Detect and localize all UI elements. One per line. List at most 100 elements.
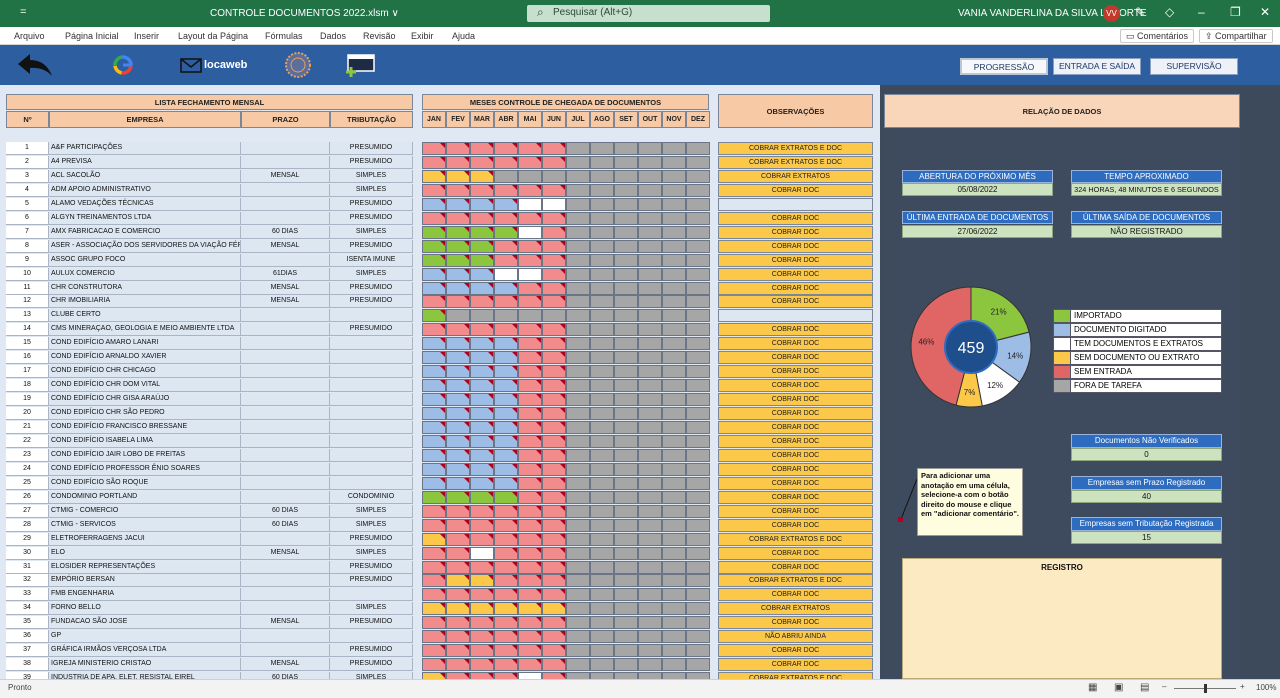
month-status-cell[interactable] bbox=[686, 672, 710, 679]
month-status-cell[interactable] bbox=[566, 546, 590, 560]
month-status-cell[interactable] bbox=[542, 476, 566, 490]
month-status-cell[interactable] bbox=[590, 323, 614, 337]
company-tributacao[interactable]: PRESUMIDO bbox=[330, 155, 413, 169]
quick-access-toolbar[interactable]: = bbox=[20, 6, 27, 18]
month-status-cell[interactable] bbox=[614, 183, 638, 197]
month-status-cell[interactable] bbox=[494, 434, 518, 448]
month-status-cell[interactable] bbox=[422, 211, 446, 225]
month-status-cell[interactable] bbox=[638, 407, 662, 421]
company-prazo[interactable] bbox=[241, 197, 330, 211]
month-status-cell[interactable] bbox=[518, 616, 542, 630]
company-name[interactable]: CONDOMINIO PORTLAND bbox=[49, 490, 241, 504]
month-status-cell[interactable] bbox=[686, 351, 710, 365]
diamond-icon[interactable]: ◇ bbox=[1165, 5, 1175, 19]
month-status-cell[interactable] bbox=[470, 532, 494, 546]
month-status-cell[interactable] bbox=[614, 630, 638, 644]
month-status-cell[interactable] bbox=[662, 421, 686, 434]
observation-cell[interactable]: COBRAR DOC bbox=[718, 616, 873, 630]
observation-cell[interactable]: COBRAR EXTRATOS E DOC bbox=[718, 532, 873, 546]
row-number[interactable]: 22 bbox=[6, 434, 49, 448]
month-status-cell[interactable] bbox=[566, 211, 590, 225]
observation-cell[interactable]: COBRAR DOC bbox=[718, 407, 873, 421]
month-status-cell[interactable] bbox=[566, 574, 590, 588]
month-status-cell[interactable] bbox=[686, 239, 710, 253]
month-status-cell[interactable] bbox=[662, 532, 686, 546]
month-status-cell[interactable] bbox=[566, 309, 590, 323]
month-status-cell[interactable] bbox=[686, 183, 710, 197]
month-status-cell[interactable] bbox=[446, 518, 470, 532]
row-number[interactable]: 17 bbox=[6, 365, 49, 379]
row-number[interactable]: 11 bbox=[6, 281, 49, 295]
month-status-cell[interactable] bbox=[518, 281, 542, 295]
month-status-cell[interactable] bbox=[494, 490, 518, 504]
month-status-cell[interactable] bbox=[494, 602, 518, 616]
company-tributacao[interactable]: PRESUMIDO bbox=[330, 658, 413, 672]
month-status-cell[interactable] bbox=[662, 672, 686, 679]
month-status-cell[interactable] bbox=[494, 644, 518, 658]
month-status-cell[interactable] bbox=[542, 546, 566, 560]
month-status-cell[interactable] bbox=[446, 407, 470, 421]
month-status-cell[interactable] bbox=[446, 476, 470, 490]
month-status-cell[interactable] bbox=[686, 225, 710, 239]
row-number[interactable]: 7 bbox=[6, 225, 49, 239]
month-status-cell[interactable] bbox=[422, 434, 446, 448]
month-status-cell[interactable] bbox=[518, 323, 542, 337]
row-number[interactable]: 37 bbox=[6, 644, 49, 658]
share-button[interactable]: ⇪ Compartilhar bbox=[1199, 29, 1273, 43]
month-status-cell[interactable] bbox=[518, 518, 542, 532]
month-status-cell[interactable] bbox=[494, 462, 518, 476]
month-status-cell[interactable] bbox=[494, 658, 518, 672]
month-status-cell[interactable] bbox=[686, 490, 710, 504]
company-tributacao[interactable]: PRESUMIDO bbox=[330, 616, 413, 630]
month-status-cell[interactable] bbox=[662, 295, 686, 309]
ultima-entrada-value[interactable]: 27/06/2022 bbox=[902, 225, 1053, 238]
company-prazo[interactable]: 60 DIAS bbox=[241, 504, 330, 518]
month-status-cell[interactable] bbox=[638, 393, 662, 407]
month-status-cell[interactable] bbox=[662, 211, 686, 225]
month-status-cell[interactable] bbox=[662, 476, 686, 490]
tab-inserir[interactable]: Inserir bbox=[134, 31, 160, 41]
month-status-cell[interactable] bbox=[614, 434, 638, 448]
month-status-cell[interactable] bbox=[470, 323, 494, 337]
company-tributacao[interactable]: SIMPLES bbox=[330, 267, 413, 281]
company-tributacao[interactable]: PRESUMIDO bbox=[330, 295, 413, 309]
month-status-cell[interactable] bbox=[422, 672, 446, 679]
month-status-cell[interactable] bbox=[614, 672, 638, 679]
month-status-cell[interactable] bbox=[422, 393, 446, 407]
month-status-cell[interactable] bbox=[614, 658, 638, 672]
month-status-cell[interactable] bbox=[446, 588, 470, 602]
month-status-cell[interactable] bbox=[614, 518, 638, 532]
month-status-cell[interactable] bbox=[446, 616, 470, 630]
month-status-cell[interactable] bbox=[662, 393, 686, 407]
company-name[interactable]: COND EDIFÍCIO FRANCISCO BRESSANE bbox=[49, 421, 241, 434]
row-number[interactable]: 24 bbox=[6, 462, 49, 476]
month-status-cell[interactable] bbox=[494, 588, 518, 602]
company-tributacao[interactable]: PRESUMIDO bbox=[330, 644, 413, 658]
month-status-cell[interactable] bbox=[686, 532, 710, 546]
month-status-cell[interactable] bbox=[518, 211, 542, 225]
month-status-cell[interactable] bbox=[422, 197, 446, 211]
month-status-cell[interactable] bbox=[638, 630, 662, 644]
month-status-cell[interactable] bbox=[590, 644, 614, 658]
month-status-cell[interactable] bbox=[422, 658, 446, 672]
month-status-cell[interactable] bbox=[566, 323, 590, 337]
month-status-cell[interactable] bbox=[542, 337, 566, 351]
month-status-cell[interactable] bbox=[566, 393, 590, 407]
observation-cell[interactable]: COBRAR DOC bbox=[718, 588, 873, 602]
minimize-icon[interactable]: – bbox=[1198, 5, 1205, 19]
observation-cell[interactable]: COBRAR DOC bbox=[718, 365, 873, 379]
month-status-cell[interactable] bbox=[542, 407, 566, 421]
month-status-cell[interactable] bbox=[470, 197, 494, 211]
month-status-cell[interactable] bbox=[590, 197, 614, 211]
pen-icon[interactable]: ✎ bbox=[1135, 5, 1146, 19]
month-status-cell[interactable] bbox=[686, 337, 710, 351]
month-status-cell[interactable] bbox=[638, 462, 662, 476]
month-status-cell[interactable] bbox=[542, 197, 566, 211]
month-status-cell[interactable] bbox=[494, 532, 518, 546]
company-prazo[interactable] bbox=[241, 183, 330, 197]
month-status-cell[interactable] bbox=[662, 169, 686, 183]
company-name[interactable]: CMS MINERAÇAO, GEOLOGIA E MEIO AMBIENTE … bbox=[49, 323, 241, 337]
company-tributacao[interactable]: PRESUMIDO bbox=[330, 239, 413, 253]
month-status-cell[interactable] bbox=[614, 365, 638, 379]
month-status-cell[interactable] bbox=[518, 602, 542, 616]
